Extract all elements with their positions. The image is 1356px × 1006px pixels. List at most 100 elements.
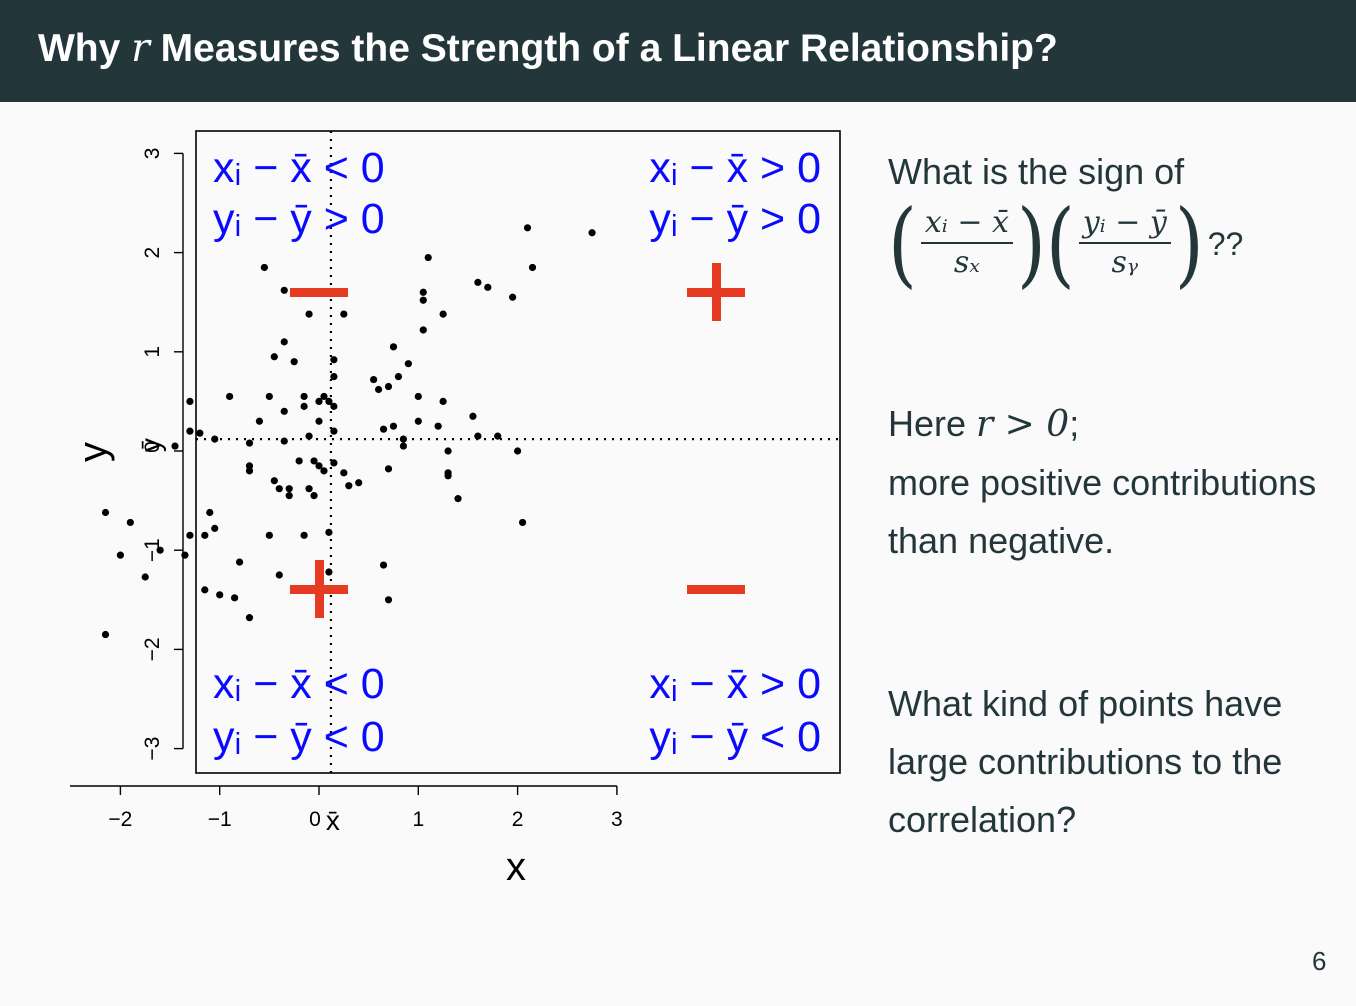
x-tick-label: 0 (309, 808, 321, 831)
data-point (211, 524, 219, 532)
sign-bar-horizontal (290, 288, 348, 297)
data-point (280, 338, 288, 346)
slide-title: Why r Measures the Strength of a Linear … (38, 26, 1058, 71)
data-points (101, 224, 596, 639)
data-point (384, 465, 393, 473)
data-point (315, 462, 323, 470)
data-point (245, 462, 254, 470)
mean-lines (196, 131, 840, 773)
data-point (384, 596, 393, 604)
data-point (305, 432, 313, 440)
data-point (310, 457, 318, 465)
data-point (171, 442, 179, 450)
data-point (156, 546, 164, 554)
data-point (523, 224, 532, 232)
data-point (275, 571, 283, 579)
data-point (434, 422, 442, 430)
fraction-x-denominator: sₓ (953, 245, 980, 280)
data-point (201, 531, 209, 539)
observation-r-positive: Here r > 0; more positive contributions … (888, 395, 1328, 570)
data-point (330, 373, 338, 381)
slide-header: Why r Measures the Strength of a Linear … (0, 0, 1356, 102)
data-point (588, 229, 596, 237)
semicolon: ; (1069, 403, 1080, 444)
data-point (186, 427, 194, 435)
y-tick-label: −2 (141, 637, 164, 661)
paren-close-1: ) (1016, 190, 1046, 298)
question-marks: ?? (1207, 226, 1244, 262)
observation-rest: more positive contributions than negativ… (888, 462, 1317, 561)
data-point (325, 397, 333, 405)
x-axis-label: x (506, 845, 526, 889)
data-point (245, 614, 254, 622)
question-sign-text: What is the sign of (888, 151, 1185, 192)
data-point (260, 263, 268, 272)
quadrant-label-top-left: xᵢ − x̄ < 0 (213, 144, 385, 192)
data-point (509, 293, 517, 301)
data-point (186, 397, 194, 405)
data-point (444, 447, 452, 455)
quadrant-label-bottom-right: xᵢ − x̄ > 0 (649, 660, 821, 708)
question-sign: What is the sign of ( xᵢ − x̄ sₓ ) ( yᵢ −… (888, 143, 1328, 290)
data-point (285, 485, 293, 493)
y-tick-label: 1 (141, 346, 164, 358)
data-point (494, 432, 502, 440)
data-point (419, 296, 427, 304)
data-point (419, 326, 427, 334)
data-point (399, 435, 408, 443)
data-point (230, 594, 239, 602)
data-point (290, 358, 298, 366)
quadrant-label-top-right: xᵢ − x̄ > 0 (649, 144, 821, 192)
data-point (404, 360, 412, 368)
data-point (226, 392, 234, 401)
data-point (116, 551, 124, 559)
data-point (295, 457, 303, 465)
data-point (300, 531, 308, 539)
x-tick-label: 3 (611, 808, 623, 831)
y-mean-label: ȳ (135, 438, 166, 452)
quadrant-signs (290, 263, 745, 618)
data-point (518, 518, 527, 527)
data-point (320, 392, 328, 401)
sign-bar-vertical (315, 560, 324, 618)
here-text: Here (888, 403, 977, 444)
data-point (340, 469, 348, 477)
fraction-y-denominator: sᵧ (1111, 245, 1139, 280)
data-point (379, 561, 388, 569)
data-point (325, 528, 333, 536)
data-point (439, 397, 447, 405)
x-mean-label: x̄ (326, 805, 340, 836)
paren-open-2: ( (1045, 190, 1075, 298)
sign-bar-vertical (712, 263, 721, 321)
data-point (330, 427, 338, 435)
data-point (270, 353, 278, 361)
quadrant-sign-top-right (687, 263, 745, 321)
y-tick-label: −1 (141, 538, 164, 562)
x-tick-label: −1 (208, 808, 232, 831)
data-point (315, 397, 323, 405)
quadrant-label-top-right: yᵢ − ȳ > 0 (649, 195, 821, 243)
quadrant-labels: xᵢ − x̄ < 0yᵢ − ȳ > 0xᵢ − x̄ > 0yᵢ − ȳ… (213, 144, 821, 761)
quadrant-sign-top-left (290, 288, 348, 297)
observation-line1: Here r > 0; (888, 395, 1328, 454)
quadrant-label-bottom-left: yᵢ − ȳ < 0 (213, 713, 385, 761)
quadrant-sign-bottom-right (687, 585, 745, 594)
data-point (424, 253, 432, 262)
x-tick-label: 1 (412, 808, 424, 831)
data-point (265, 531, 273, 539)
data-point (270, 477, 278, 485)
data-point (201, 586, 209, 594)
data-point (439, 310, 447, 318)
data-point (454, 495, 462, 503)
data-point (141, 573, 149, 581)
data-point (265, 392, 273, 401)
data-point (216, 591, 224, 599)
quadrant-label-bottom-left: xᵢ − x̄ < 0 (213, 660, 385, 708)
data-point (469, 412, 477, 420)
data-point (315, 417, 323, 425)
data-point (206, 508, 214, 517)
quadrant-label-top-left: yᵢ − ȳ > 0 (213, 195, 385, 243)
data-point (370, 375, 378, 384)
data-point (320, 467, 328, 475)
